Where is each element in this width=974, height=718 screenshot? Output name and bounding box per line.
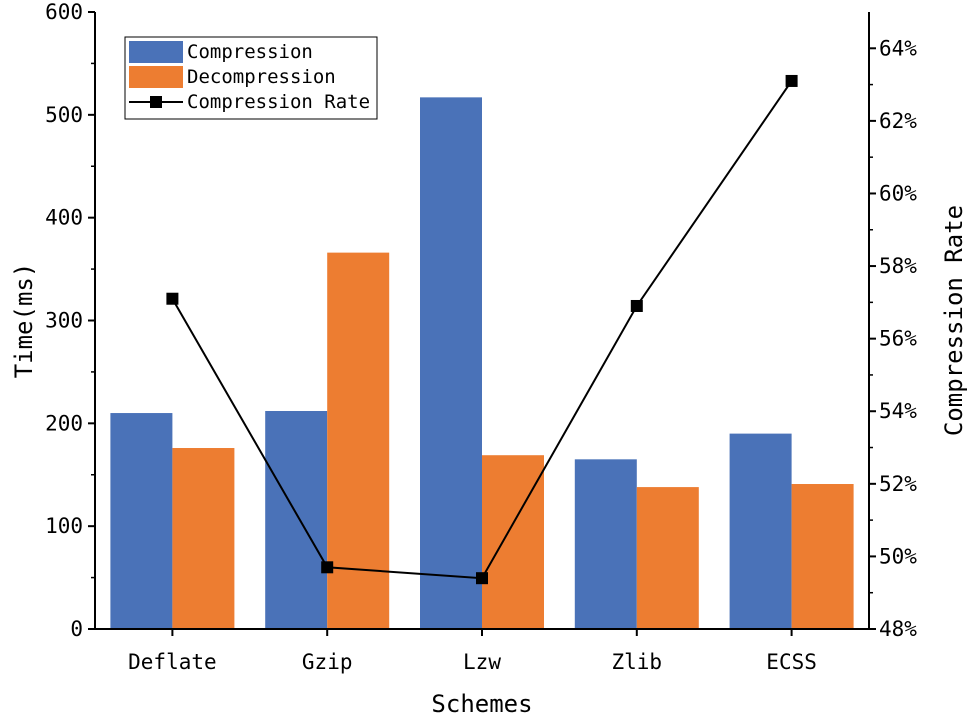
bar-decompression-ecss (791, 484, 854, 629)
legend: Compression Decompression Compression Rate (124, 36, 378, 120)
left-tick-label: 200 (45, 411, 83, 435)
x-tick-label: Deflate (128, 650, 217, 674)
legend-swatch-decompression (129, 66, 183, 88)
point-zlib (630, 299, 643, 312)
bar-compression-ecss (729, 433, 792, 629)
left-tick-label: 0 (70, 617, 83, 641)
legend-label: Compression (187, 41, 313, 63)
y2-axis-title: Compression Rate (940, 205, 968, 436)
bar-compression-deflate (110, 413, 173, 629)
x-tick-label: Gzip (302, 650, 353, 674)
rate-line-layer (166, 74, 798, 585)
right-tick-label: 50% (879, 544, 917, 568)
point-gzip (321, 561, 334, 574)
point-ecss (785, 74, 798, 87)
right-tick-label: 64% (879, 36, 917, 60)
right-tick-label: 48% (879, 617, 917, 641)
x-axis-title: Schemes (431, 690, 532, 718)
x-tick-label: Zlib (612, 650, 663, 674)
legend-marker (150, 96, 162, 108)
left-tick-label: 500 (45, 103, 83, 127)
x-tick-label: ECSS (766, 650, 817, 674)
point-lzw (476, 572, 488, 585)
right-tick-label: 58% (879, 254, 917, 278)
right-tick-label: 60% (879, 181, 917, 205)
left-tick-label: 100 (45, 514, 83, 538)
bar-compression-lzw (420, 97, 482, 629)
point-deflate (166, 292, 179, 305)
bar-decompression-zlib (636, 487, 699, 629)
x-tick-label: Lzw (463, 650, 501, 674)
bar-decompression-deflate (172, 448, 235, 629)
right-tick-label: 56% (879, 327, 917, 351)
y-axis-title: Time(ms) (10, 263, 38, 379)
right-tick-label: 52% (879, 472, 917, 496)
bar-compression-gzip (265, 410, 328, 629)
left-tick-label: 300 (45, 309, 83, 333)
legend-label: Compression Rate (187, 91, 370, 113)
bar-decompression-lzw (482, 455, 544, 629)
axes-layer: 0 100 200 300 400 500 600 48% 50% 52% 54% 56% 58% 60%… (10, 0, 968, 718)
left-tick-label: 600 (45, 0, 83, 24)
bars-layer (110, 97, 854, 629)
legend-swatch-compression (129, 41, 183, 63)
bar-compression-zlib (574, 459, 637, 629)
bar-decompression-gzip (327, 252, 390, 629)
right-tick-label: 62% (879, 109, 917, 133)
left-tick-label: 400 (45, 206, 83, 230)
right-tick-label: 54% (879, 399, 917, 423)
legend-label: Decompression (187, 66, 336, 88)
